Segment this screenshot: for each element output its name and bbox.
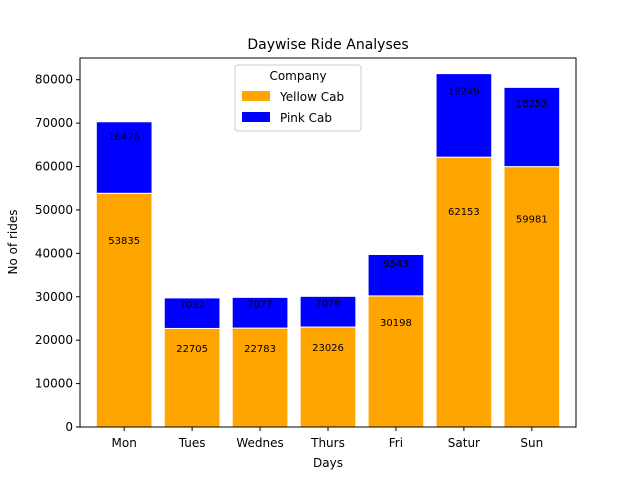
y-tick-label: 0 <box>65 420 73 434</box>
data-label-yellow-cab-tues: 22705 <box>176 344 208 355</box>
bar-pink-cab-wednes <box>231 296 289 329</box>
y-tick-label: 70000 <box>35 116 73 130</box>
x-tick-label-tues: Tues <box>178 436 206 450</box>
y-tick-label: 50000 <box>35 203 73 217</box>
y-tick-label: 30000 <box>35 290 73 304</box>
legend-title: Company <box>269 69 326 83</box>
bar-pink-cab-fri <box>367 253 425 297</box>
y-tick-label: 10000 <box>35 377 73 391</box>
bar-pink-cab-thurs <box>299 295 357 328</box>
bar-pink-cab-mon <box>95 121 153 194</box>
legend-label-pink-cab: Pink Cab <box>280 111 332 125</box>
data-label-pink-cab-tues: 7032 <box>179 300 204 311</box>
legend-swatch-pink-cab <box>242 112 270 122</box>
data-label-yellow-cab-fri: 30198 <box>380 318 412 329</box>
bar-yellow-cab-satur <box>435 156 493 428</box>
bar-yellow-cab-sun <box>503 166 561 428</box>
bar-pink-cab-sun <box>503 86 561 168</box>
y-tick-label: 20000 <box>35 333 73 347</box>
x-tick-label-wednes: Wednes <box>236 436 283 450</box>
bar-yellow-cab-fri <box>367 295 425 428</box>
y-tick-label: 80000 <box>35 73 73 87</box>
legend-swatch-yellow-cab <box>242 91 270 101</box>
y-tick-label: 40000 <box>35 246 73 260</box>
data-label-yellow-cab-thurs: 23026 <box>312 343 344 354</box>
data-label-yellow-cab-satur: 62153 <box>448 207 480 218</box>
data-label-pink-cab-mon: 16475 <box>108 132 140 143</box>
data-label-pink-cab-wednes: 7077 <box>247 300 272 311</box>
data-label-yellow-cab-mon: 53835 <box>108 236 140 247</box>
bar-pink-cab-tues <box>163 297 221 329</box>
bar-pink-cab-satur <box>435 73 493 158</box>
x-tick-label-mon: Mon <box>112 436 137 450</box>
data-label-yellow-cab-wednes: 22783 <box>244 344 276 355</box>
x-axis-label: Days <box>313 456 343 470</box>
x-tick-label-fri: Fri <box>389 436 403 450</box>
x-tick-label-sun: Sun <box>520 436 543 450</box>
bar-yellow-cab-thurs <box>299 326 357 428</box>
x-tick-label-satur: Satur <box>448 436 480 450</box>
legend: Company Yellow Cab Pink Cab <box>234 64 362 132</box>
chart-title: Daywise Ride Analyses <box>247 37 408 53</box>
data-label-pink-cab-satur: 19249 <box>448 86 480 97</box>
plot-frame <box>79 57 577 428</box>
y-axis-label: No of rides <box>6 209 20 274</box>
data-label-pink-cab-sun: 18253 <box>516 99 548 110</box>
y-tick-label: 60000 <box>35 160 73 174</box>
x-tick-label-thurs: Thurs <box>310 436 345 450</box>
bar-yellow-cab-mon <box>95 192 153 428</box>
data-label-pink-cab-fri: 9543 <box>383 259 408 270</box>
data-label-yellow-cab-sun: 59981 <box>516 215 548 226</box>
data-label-pink-cab-thurs: 7076 <box>315 298 340 309</box>
legend-label-yellow-cab: Yellow Cab <box>279 90 344 104</box>
